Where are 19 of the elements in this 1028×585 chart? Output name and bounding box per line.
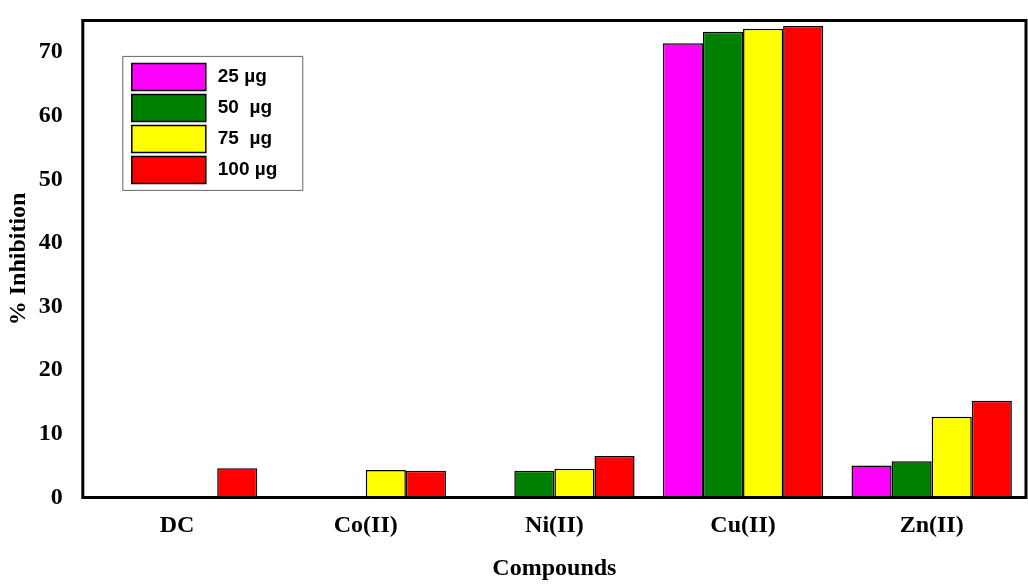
y-tick-label: 60 (38, 101, 63, 127)
y-tick-label: 10 (38, 419, 63, 445)
y-tick-label: 70 (38, 37, 63, 64)
x-tick-label: Cu(II) (710, 511, 776, 537)
x-axis-title: Compounds (492, 553, 617, 580)
legend-label: 25 µg (217, 65, 267, 87)
y-tick-label: 20 (38, 355, 63, 382)
x-tick-label: Zn(II) (899, 511, 964, 537)
y-tick-label: 40 (38, 228, 63, 255)
legend-label: 100 µg (217, 158, 278, 180)
x-tick-label: Ni(II) (525, 511, 584, 537)
y-axis-title: % Inhibition (3, 192, 30, 326)
x-tick-label: Co(II) (333, 511, 398, 537)
y-tick-label: 50 (38, 164, 63, 191)
y-tick-label: 0 (50, 482, 63, 509)
legend-label: 75 µg (217, 127, 273, 149)
legend-label: 50 µg (217, 96, 273, 118)
x-tick-label: DC (159, 511, 195, 537)
y-tick-label: 30 (38, 291, 63, 318)
